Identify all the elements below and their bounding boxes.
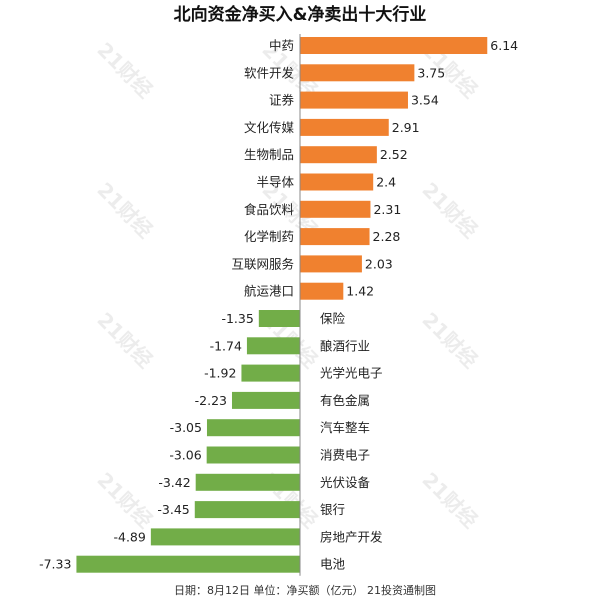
labels-group: 中药 6.14 软件开发 3.75 证券 3.54 文化传媒 2.91 生物制品 2.52 半导体 2… [39,38,518,572]
category-label: 化学制药 [244,229,294,244]
bar [194,501,300,519]
category-label: 有色金属 [320,393,370,408]
data-label: -3.05 [170,420,202,435]
data-label: 1.42 [346,284,374,299]
watermark-text: 21财经 [417,468,482,533]
data-label: -1.74 [210,338,242,353]
watermark-text: 21财经 [92,178,157,243]
category-label: 中药 [269,38,294,53]
bar [300,282,344,300]
data-label: -3.42 [158,475,190,490]
data-label: 2.91 [392,120,420,135]
bar [300,118,389,136]
bar [300,37,488,54]
bar [76,555,300,573]
data-label: 2.31 [373,202,401,217]
category-label: 保险 [320,311,346,326]
category-label: 房地产开发 [320,529,383,544]
category-label: 文化传媒 [244,120,295,135]
bar [206,419,300,437]
data-label: 6.14 [490,38,518,53]
bar [195,473,300,491]
data-label: -1.35 [221,311,253,326]
bar [300,255,362,273]
bar [300,228,370,246]
data-label: 2.28 [373,229,401,244]
data-label: -7.33 [39,557,71,572]
data-label: 2.52 [380,147,408,162]
data-label: -1.92 [204,366,236,381]
bar [246,337,300,355]
bar [258,310,300,327]
category-label: 光学光电子 [320,366,383,381]
category-label: 航运港口 [244,284,294,299]
bar [231,391,300,409]
data-label: -4.89 [114,529,146,544]
category-label: 消费电子 [320,448,370,463]
category-label: 半导体 [256,175,294,190]
category-label: 软件开发 [244,65,295,80]
bar [300,200,371,218]
category-label: 电池 [320,557,346,572]
data-label: -3.45 [157,502,189,517]
data-label: 2.4 [376,175,396,190]
footnote: 日期：8月12日 单位：净买额（亿元） 21投资通制图 [174,583,436,597]
data-label: -2.23 [195,393,227,408]
category-label: 互联网服务 [231,256,294,271]
chart-title: 北向资金净买入&净卖出十大行业 [174,4,427,25]
bars-group [76,37,488,573]
category-label: 酿酒行业 [320,338,370,353]
category-label: 生物制品 [244,147,294,162]
data-label: -3.06 [169,448,201,463]
bar [300,64,415,82]
category-label: 食品饮料 [244,202,295,217]
category-label: 银行 [320,502,345,517]
bar [300,146,377,164]
category-label: 证券 [269,93,295,108]
bar [206,446,300,464]
bar [300,173,374,191]
data-label: 2.03 [365,256,393,271]
watermark-text: 21财经 [92,468,157,533]
category-label: 汽车整车 [320,420,370,435]
watermark-text: 21财经 [92,308,157,373]
category-label: 光伏设备 [320,475,371,490]
watermark-text: 21财经 [417,308,482,373]
bar [241,364,300,382]
data-label: 3.54 [411,93,439,108]
bar [150,528,300,546]
watermark-text: 21财经 [417,178,482,243]
bar [300,91,408,109]
watermark-text: 21财经 [92,38,157,103]
data-label: 3.75 [417,65,445,80]
